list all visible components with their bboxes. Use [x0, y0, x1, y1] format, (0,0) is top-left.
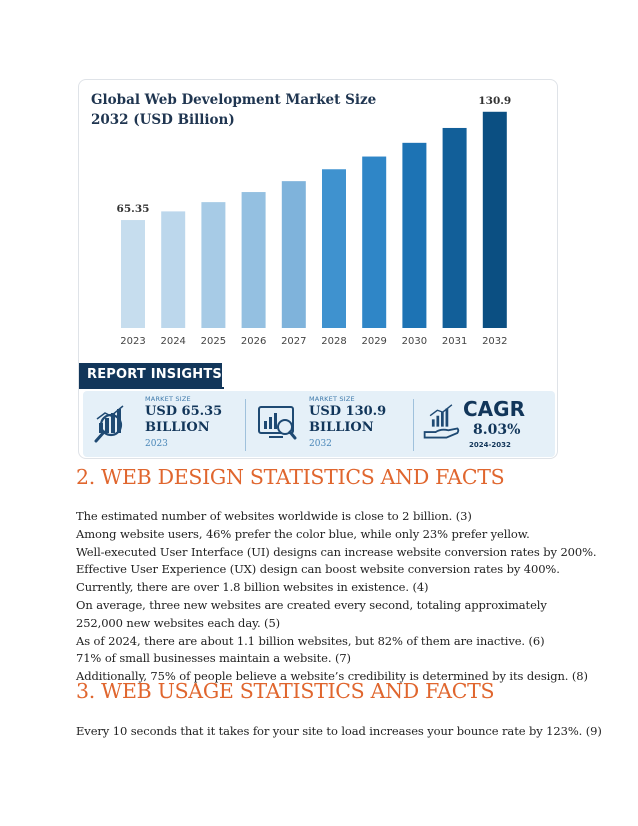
bar-2028	[322, 169, 346, 328]
banner-underline	[79, 387, 224, 389]
x-tick-label-2032: 2032	[482, 336, 507, 347]
stat-divider	[413, 399, 414, 451]
fact-line: 71% of small businesses maintain a websi…	[76, 651, 351, 666]
bar-2032	[482, 111, 507, 329]
fact-line: Additionally, 75% of people believe a we…	[76, 669, 588, 684]
stat-value-line-2: BILLION	[309, 420, 374, 435]
growth-hand-icon	[423, 404, 460, 439]
x-tick-label-2030: 2030	[402, 336, 427, 347]
market-size-bar-chart: 2023 65.35 2024 2025 2026 2027 2028 2029 2030 203…	[117, 95, 512, 347]
report-insights-stats: MARKET SIZE USD 65.35 BILLION 2023 MARKE…	[83, 391, 555, 457]
chart-title: Global Web Development Market Size 2032 …	[91, 90, 391, 130]
stat-divider	[245, 399, 246, 451]
section-heading-web-design: 2. WEB DESIGN STATISTICS AND FACTS	[76, 465, 505, 489]
bar-2023	[121, 220, 145, 328]
bar-2031	[442, 127, 467, 328]
fact-line: Every 10 seconds that it takes for your …	[76, 724, 602, 738]
x-tick-label-2026: 2026	[241, 336, 266, 347]
fact-line: The estimated number of websites worldwi…	[76, 509, 472, 523]
x-tick-label-2024: 2024	[160, 336, 185, 347]
stat-cagr: CAGR 8.03% 2024-2032	[415, 391, 555, 457]
section-heading-web-usage: 3. WEB USAGE STATISTICS AND FACTS	[76, 679, 495, 703]
bar-2027	[281, 181, 306, 328]
web-design-facts: The estimated number of websites worldwi…	[76, 508, 597, 686]
stat-market-size-2023: MARKET SIZE USD 65.35 BILLION 2023	[83, 391, 243, 457]
data-label-2023: 65.35	[117, 203, 150, 215]
x-tick-label-2027: 2027	[281, 336, 306, 347]
stat-value: USD 130.9 BILLION	[309, 404, 409, 436]
fact-line: Effective User Experience (UX) design ca…	[76, 562, 560, 577]
fact-line: Currently, there are over 1.8 billion we…	[76, 580, 429, 595]
stat-value-line-1: USD 65.35	[145, 404, 223, 419]
monitor-analytics-icon	[258, 406, 297, 440]
web-usage-facts: Every 10 seconds that it takes for your …	[76, 723, 602, 741]
stat-year: 2032	[309, 439, 332, 449]
chart-title-line-1: Global Web Development Market Size	[91, 92, 377, 108]
fact-line: Well-executed User Interface (UI) design…	[76, 544, 597, 559]
stat-year: 2023	[145, 439, 168, 449]
chart-title-line-2: 2032 (USD Billion)	[91, 112, 235, 128]
stat-market-size-2032: MARKET SIZE USD 130.9 BILLION 2032	[247, 391, 411, 457]
bar-2029	[362, 156, 387, 328]
x-tick-label-2028: 2028	[321, 336, 346, 347]
x-tick-label-2029: 2029	[361, 336, 386, 347]
cagr-title: CAGR	[463, 397, 525, 421]
stat-value: USD 65.35 BILLION	[145, 404, 245, 436]
fact-line: Among website users, 46% prefer the colo…	[76, 526, 530, 541]
bar-2030	[402, 142, 427, 328]
cagr-value: 8.03%	[473, 422, 521, 438]
fact-line: As of 2024, there are about 1.1 billion …	[76, 633, 545, 648]
x-tick-label-2023: 2023	[120, 336, 145, 347]
bar-2026	[241, 192, 266, 328]
bar-2025	[201, 202, 226, 328]
x-tick-label-2025: 2025	[201, 336, 226, 347]
chart-magnifier-icon	[94, 405, 124, 443]
stat-value-line-2: BILLION	[145, 420, 210, 435]
stat-caption: MARKET SIZE	[309, 395, 355, 403]
fact-line: On average, three new websites are creat…	[76, 597, 547, 630]
x-tick-label-2031: 2031	[442, 336, 467, 347]
bar-2024	[161, 211, 186, 328]
market-size-infographic: 2023 65.35 2024 2025 2026 2027 2028 2029 2030 203…	[78, 79, 558, 459]
stat-caption: MARKET SIZE	[145, 395, 191, 403]
report-insights-banner: REPORT INSIGHTS	[79, 363, 222, 387]
data-label-2032: 130.9	[478, 95, 511, 107]
stat-value-line-1: USD 130.9	[309, 404, 387, 419]
cagr-years: 2024-2032	[469, 441, 511, 449]
